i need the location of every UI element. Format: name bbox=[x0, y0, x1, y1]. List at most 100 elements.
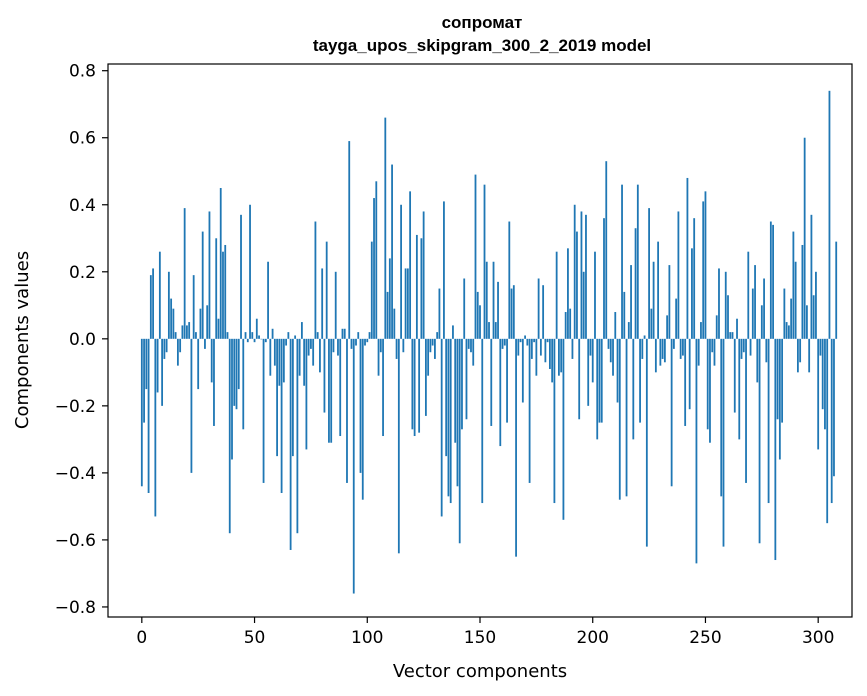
bar-38 bbox=[226, 332, 229, 339]
bar-69 bbox=[296, 338, 299, 534]
bar-286 bbox=[785, 322, 788, 339]
bar-239 bbox=[679, 338, 682, 359]
bar-125 bbox=[422, 211, 425, 339]
bar-42 bbox=[235, 338, 238, 410]
bar-95 bbox=[355, 338, 357, 346]
bar-177 bbox=[539, 338, 542, 356]
bar-299 bbox=[815, 271, 817, 339]
bar-173 bbox=[530, 338, 533, 359]
bar-18 bbox=[181, 325, 184, 339]
bar-72 bbox=[303, 338, 306, 386]
bar-76 bbox=[312, 338, 315, 366]
bar-116 bbox=[402, 338, 405, 353]
bar-8 bbox=[158, 251, 161, 339]
bar-40 bbox=[231, 338, 233, 460]
bar-237 bbox=[675, 298, 678, 339]
bar-298 bbox=[812, 295, 815, 339]
bar-12 bbox=[167, 271, 170, 339]
bar-91 bbox=[346, 338, 348, 483]
x-tick-label: 200 bbox=[577, 628, 609, 648]
bar-17 bbox=[179, 338, 182, 353]
bar-85 bbox=[332, 338, 335, 353]
bar-192 bbox=[573, 204, 576, 339]
bar-238 bbox=[677, 211, 680, 339]
bar-148 bbox=[474, 174, 477, 339]
bar-270 bbox=[749, 338, 752, 356]
bar-62 bbox=[280, 338, 283, 493]
bar-97 bbox=[359, 338, 362, 473]
bar-51 bbox=[255, 318, 258, 339]
bar-82 bbox=[325, 241, 328, 339]
bar-182 bbox=[551, 338, 554, 383]
bar-48 bbox=[249, 204, 251, 339]
bar-282 bbox=[776, 338, 779, 420]
bar-253 bbox=[711, 338, 714, 353]
bar-300 bbox=[817, 338, 820, 450]
bar-25 bbox=[197, 338, 200, 390]
bar-203 bbox=[598, 338, 601, 423]
x-tick-label: 150 bbox=[464, 628, 496, 648]
bar-93 bbox=[350, 338, 353, 349]
bar-155 bbox=[490, 338, 493, 426]
bar-241 bbox=[684, 338, 687, 426]
bar-54 bbox=[262, 338, 265, 483]
bar-110 bbox=[388, 258, 391, 339]
bar-279 bbox=[769, 221, 772, 339]
bar-79 bbox=[319, 338, 321, 373]
bar-251 bbox=[706, 338, 709, 430]
bar-7 bbox=[156, 338, 159, 393]
bar-43 bbox=[237, 338, 240, 390]
bar-263 bbox=[733, 338, 736, 413]
bar-167 bbox=[517, 338, 520, 356]
bar-13 bbox=[170, 298, 173, 339]
bar-100 bbox=[366, 338, 369, 343]
bar-255 bbox=[715, 315, 718, 339]
bar-180 bbox=[546, 338, 549, 343]
bar-44 bbox=[240, 214, 242, 339]
bar-284 bbox=[781, 338, 784, 423]
chart-subtitle: tayga_upos_skipgram_300_2_2019 model bbox=[313, 36, 651, 55]
bar-221 bbox=[639, 338, 641, 423]
bar-70 bbox=[298, 338, 301, 376]
chart-title: сопромат bbox=[442, 13, 523, 32]
bar-6 bbox=[154, 338, 157, 517]
bar-215 bbox=[625, 338, 628, 497]
bar-141 bbox=[458, 338, 461, 544]
bar-273 bbox=[756, 338, 759, 383]
bar-195 bbox=[580, 211, 583, 339]
bar-1 bbox=[143, 338, 145, 423]
bar-283 bbox=[778, 338, 781, 460]
bar-206 bbox=[605, 161, 608, 339]
bar-64 bbox=[285, 338, 288, 346]
bar-280 bbox=[772, 224, 774, 339]
bar-11 bbox=[165, 338, 168, 353]
bar-291 bbox=[796, 338, 799, 373]
bar-14 bbox=[172, 308, 175, 339]
bar-80 bbox=[321, 268, 324, 339]
bar-243 bbox=[688, 338, 691, 410]
bar-256 bbox=[718, 268, 720, 339]
bar-29 bbox=[206, 305, 209, 339]
bar-78 bbox=[316, 332, 319, 339]
bar-274 bbox=[758, 338, 761, 544]
bar-45 bbox=[242, 338, 245, 430]
y-tick-label: 0.8 bbox=[69, 62, 96, 82]
bar-31 bbox=[210, 338, 213, 383]
bar-19 bbox=[183, 208, 186, 339]
bar-5 bbox=[152, 268, 154, 339]
bar-90 bbox=[343, 328, 346, 339]
bar-196 bbox=[582, 271, 585, 339]
bar-88 bbox=[339, 338, 342, 437]
bar-57 bbox=[269, 338, 272, 376]
bar-165 bbox=[512, 285, 515, 339]
y-tick-label: 0.4 bbox=[69, 196, 96, 216]
bar-83 bbox=[328, 338, 330, 443]
bar-151 bbox=[481, 338, 484, 504]
bar-138 bbox=[452, 325, 454, 339]
bar-164 bbox=[510, 288, 513, 339]
bar-35 bbox=[219, 188, 222, 339]
bar-37 bbox=[224, 244, 227, 339]
bar-166 bbox=[515, 338, 517, 557]
bar-96 bbox=[357, 332, 360, 339]
bar-250 bbox=[704, 191, 707, 339]
